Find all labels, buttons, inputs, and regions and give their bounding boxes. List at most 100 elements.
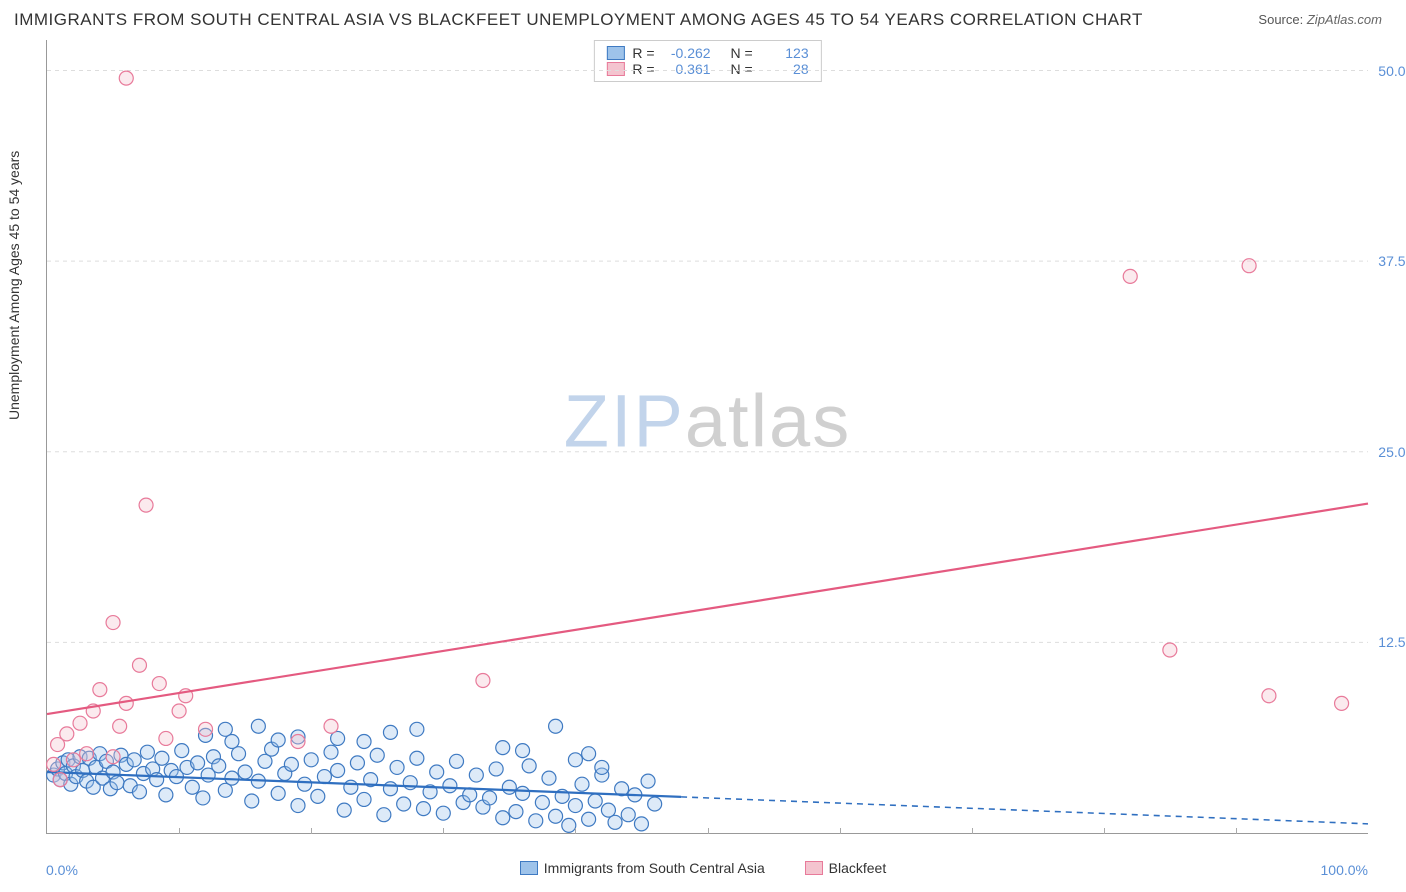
scatter-point <box>1335 696 1349 710</box>
scatter-point <box>430 765 444 779</box>
x-tick-minor <box>840 828 841 834</box>
scatter-point <box>152 677 166 691</box>
scatter-point <box>502 780 516 794</box>
scatter-point <box>496 741 510 755</box>
scatter-point <box>516 744 530 758</box>
scatter-point <box>113 719 127 733</box>
scatter-point <box>410 751 424 765</box>
scatter-point <box>469 768 483 782</box>
trend-line <box>47 504 1368 714</box>
scatter-point <box>191 756 205 770</box>
scatter-point <box>476 674 490 688</box>
scatter-point <box>529 814 543 828</box>
scatter-point <box>450 754 464 768</box>
series-legend: Immigrants from South Central Asia Black… <box>0 860 1406 878</box>
scatter-point <box>595 760 609 774</box>
scatter-point <box>489 762 503 776</box>
scatter-point <box>403 776 417 790</box>
scatter-point <box>383 725 397 739</box>
y-tick-label: 25.0% <box>1378 444 1406 460</box>
scatter-point <box>436 806 450 820</box>
scatter-point <box>106 750 120 764</box>
scatter-point <box>110 776 124 790</box>
scatter-point <box>119 696 133 710</box>
x-tick-minor <box>575 828 576 834</box>
trend-line-extrapolated <box>681 797 1368 824</box>
scatter-point <box>159 788 173 802</box>
scatter-point <box>337 803 351 817</box>
scatter-point <box>621 808 635 822</box>
scatter-point <box>132 658 146 672</box>
legend-label-series2: Blackfeet <box>829 860 887 876</box>
scatter-point <box>66 753 80 767</box>
scatter-point <box>641 774 655 788</box>
scatter-point <box>542 771 556 785</box>
scatter-point <box>119 71 133 85</box>
scatter-point <box>238 765 252 779</box>
scatter-point <box>324 719 338 733</box>
scatter-point <box>93 683 107 697</box>
scatter-point <box>443 779 457 793</box>
scatter-point <box>582 747 596 761</box>
x-tick-min: 0.0% <box>46 862 78 878</box>
scatter-point <box>218 722 232 736</box>
scatter-point <box>1262 689 1276 703</box>
scatter-point <box>245 794 259 808</box>
scatter-point <box>132 785 146 799</box>
y-tick-label: 12.5% <box>1378 634 1406 650</box>
scatter-point <box>291 735 305 749</box>
scatter-point <box>582 812 596 826</box>
scatter-point <box>483 791 497 805</box>
source-value: ZipAtlas.com <box>1307 12 1382 27</box>
scatter-point <box>1123 269 1137 283</box>
y-tick-label: 37.5% <box>1378 253 1406 269</box>
scatter-point <box>271 786 285 800</box>
scatter-point <box>416 802 430 816</box>
legend-label-series1: Immigrants from South Central Asia <box>544 860 765 876</box>
scatter-point <box>1163 643 1177 657</box>
scatter-point <box>127 753 141 767</box>
y-tick-label: 50.0% <box>1378 63 1406 79</box>
x-tick-minor <box>443 828 444 834</box>
x-tick-minor <box>179 828 180 834</box>
scatter-point <box>575 777 589 791</box>
scatter-point <box>175 744 189 758</box>
scatter-point <box>383 782 397 796</box>
scatter-point <box>212 759 226 773</box>
chart-title: IMMIGRANTS FROM SOUTH CENTRAL ASIA VS BL… <box>14 10 1143 30</box>
scatter-point <box>549 809 563 823</box>
x-tick-minor <box>1236 828 1237 834</box>
x-tick-minor <box>972 828 973 834</box>
scatter-point <box>608 815 622 829</box>
chart-svg <box>47 40 1368 833</box>
scatter-point <box>80 747 94 761</box>
scatter-point <box>370 748 384 762</box>
scatter-point <box>172 704 186 718</box>
scatter-point <box>73 716 87 730</box>
scatter-point <box>155 751 169 765</box>
scatter-point <box>324 745 338 759</box>
scatter-point <box>1242 259 1256 273</box>
scatter-point <box>304 753 318 767</box>
scatter-point <box>60 727 74 741</box>
scatter-point <box>317 770 331 784</box>
scatter-point <box>588 794 602 808</box>
scatter-point <box>291 799 305 813</box>
x-tick-minor <box>1104 828 1105 834</box>
scatter-point <box>140 745 154 759</box>
scatter-point <box>535 796 549 810</box>
swatch-series1-bottom <box>520 861 538 875</box>
scatter-point <box>568 753 582 767</box>
scatter-point <box>185 780 199 794</box>
scatter-point <box>344 780 358 794</box>
scatter-point <box>634 817 648 831</box>
scatter-point <box>410 722 424 736</box>
x-tick-minor <box>311 828 312 834</box>
scatter-point <box>516 786 530 800</box>
scatter-point <box>196 791 210 805</box>
scatter-point <box>106 616 120 630</box>
scatter-point <box>648 797 662 811</box>
plot-area: ZIPatlas R = -0.262 N = 123 R = 0.361 N … <box>46 40 1368 834</box>
scatter-point <box>298 777 312 791</box>
source-label: Source: <box>1258 12 1303 27</box>
